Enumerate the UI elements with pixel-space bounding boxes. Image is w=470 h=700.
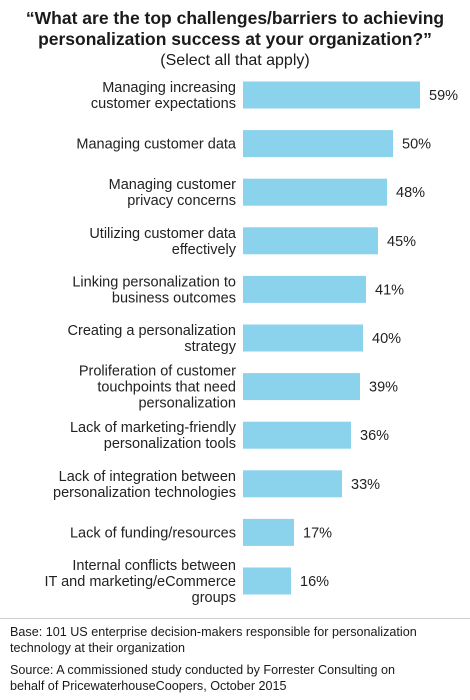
category-label-line: Utilizing customer data (89, 226, 237, 242)
bar-group: Lack of marketing-friendly personalizatio… (70, 420, 389, 452)
category-label-line: IT and marketing/eCommerce (44, 574, 236, 590)
bar-group: Proliferation of customer touchpoints tha… (79, 364, 398, 412)
category-label-line: personalization technologies (53, 485, 236, 501)
source-note: Source: A commissioned study conducted b… (10, 662, 465, 694)
bar-group: Managing increasing customer expectations… (91, 80, 458, 112)
bar-group: Creating a personalization strategy 40% (68, 323, 402, 355)
bar (243, 470, 342, 498)
bar-group: Lack of integration between personalizati… (53, 469, 380, 501)
category-label: Creating a personalization strategy (68, 323, 237, 355)
bar-group: Internal conflicts between IT and marketi… (44, 558, 329, 606)
category-label: Lack of integration between personalizati… (53, 469, 236, 501)
category-label-line: Lack of funding/resources (70, 525, 236, 541)
chart-subtitle: (Select all that apply) (160, 52, 310, 69)
bar (243, 421, 351, 449)
category-label-line: touchpoints that need (97, 380, 236, 396)
category-label-line: Managing customer (109, 177, 237, 193)
bar (243, 178, 387, 206)
category-label-line: Internal conflicts between (72, 558, 236, 574)
source-note-line-2: behalf of PricewaterhouseCoopers, Octobe… (10, 679, 287, 693)
bar-group: Lack of funding/resources 17% (70, 518, 332, 546)
category-label-line: personalization tools (104, 436, 236, 452)
bar-group: Utilizing customer data effectively 45% (89, 226, 416, 258)
category-label-line: Lack of marketing-friendly (70, 420, 237, 436)
category-label-line: Creating a personalization (68, 323, 236, 339)
category-label-line: personalization (138, 396, 236, 412)
category-label-line: Linking personalization to (72, 274, 236, 290)
value-label: 50% (402, 137, 431, 153)
category-label: Managing customer data (76, 137, 237, 153)
category-label: Managing increasing customer expectations (91, 80, 236, 112)
category-label-line: groups (192, 590, 236, 606)
category-label-line: strategy (184, 339, 236, 355)
bar-group: Managing customer data 50% (76, 130, 431, 158)
category-label-line: Managing customer data (76, 137, 237, 153)
category-label-line: effectively (172, 242, 237, 258)
category-label: Proliferation of customer touchpoints tha… (79, 364, 236, 412)
value-label: 39% (369, 380, 398, 396)
bar (243, 130, 393, 158)
category-label: Internal conflicts between IT and marketi… (44, 558, 236, 606)
value-label: 17% (303, 525, 332, 541)
bar (243, 227, 378, 255)
category-label: Lack of funding/resources (70, 525, 236, 541)
source-note-line-1: Source: A commissioned study conducted b… (10, 663, 396, 677)
bar (243, 567, 291, 595)
base-note-line-1: Base: 101 US enterprise decision-makers … (10, 625, 417, 639)
value-label: 48% (396, 185, 425, 201)
bar-group: Linking personalization to business outco… (72, 274, 404, 306)
chart-title-line-1: “What are the top challenges/barriers to… (25, 8, 445, 28)
bar (243, 373, 360, 401)
bar (243, 518, 294, 546)
bar (243, 324, 363, 352)
category-label: Managing customer privacy concerns (109, 177, 237, 209)
value-label: 36% (360, 428, 389, 444)
bar-group: Managing customer privacy concerns 48% (109, 177, 425, 209)
category-label-line: privacy concerns (127, 193, 236, 209)
footer-divider (0, 618, 470, 619)
category-label-line: Managing increasing (102, 80, 236, 96)
bar (243, 81, 420, 109)
value-label: 40% (372, 331, 401, 347)
category-label: Linking personalization to business outco… (72, 274, 236, 306)
value-label: 33% (351, 477, 380, 493)
bar-chart: Managing increasing customer expectations… (44, 80, 458, 606)
chart-title: “What are the top challenges/barriers to… (0, 8, 470, 50)
value-label: 41% (375, 282, 404, 298)
base-note: Base: 101 US enterprise decision-makers … (10, 624, 465, 656)
bar (243, 275, 366, 303)
base-note-line-2: technology at their organization (10, 641, 186, 655)
value-label: 16% (300, 574, 329, 590)
value-label: 59% (429, 88, 458, 104)
category-label: Utilizing customer data effectively (89, 226, 237, 258)
chart-title-line-2: personalization success at your organiza… (38, 29, 432, 49)
category-label-line: Lack of integration between (59, 469, 236, 485)
category-label-line: Proliferation of customer (79, 364, 236, 380)
category-label-line: business outcomes (112, 290, 236, 306)
value-label: 45% (387, 234, 416, 250)
category-label-line: customer expectations (91, 96, 236, 112)
category-label: Lack of marketing-friendly personalizatio… (70, 420, 237, 452)
